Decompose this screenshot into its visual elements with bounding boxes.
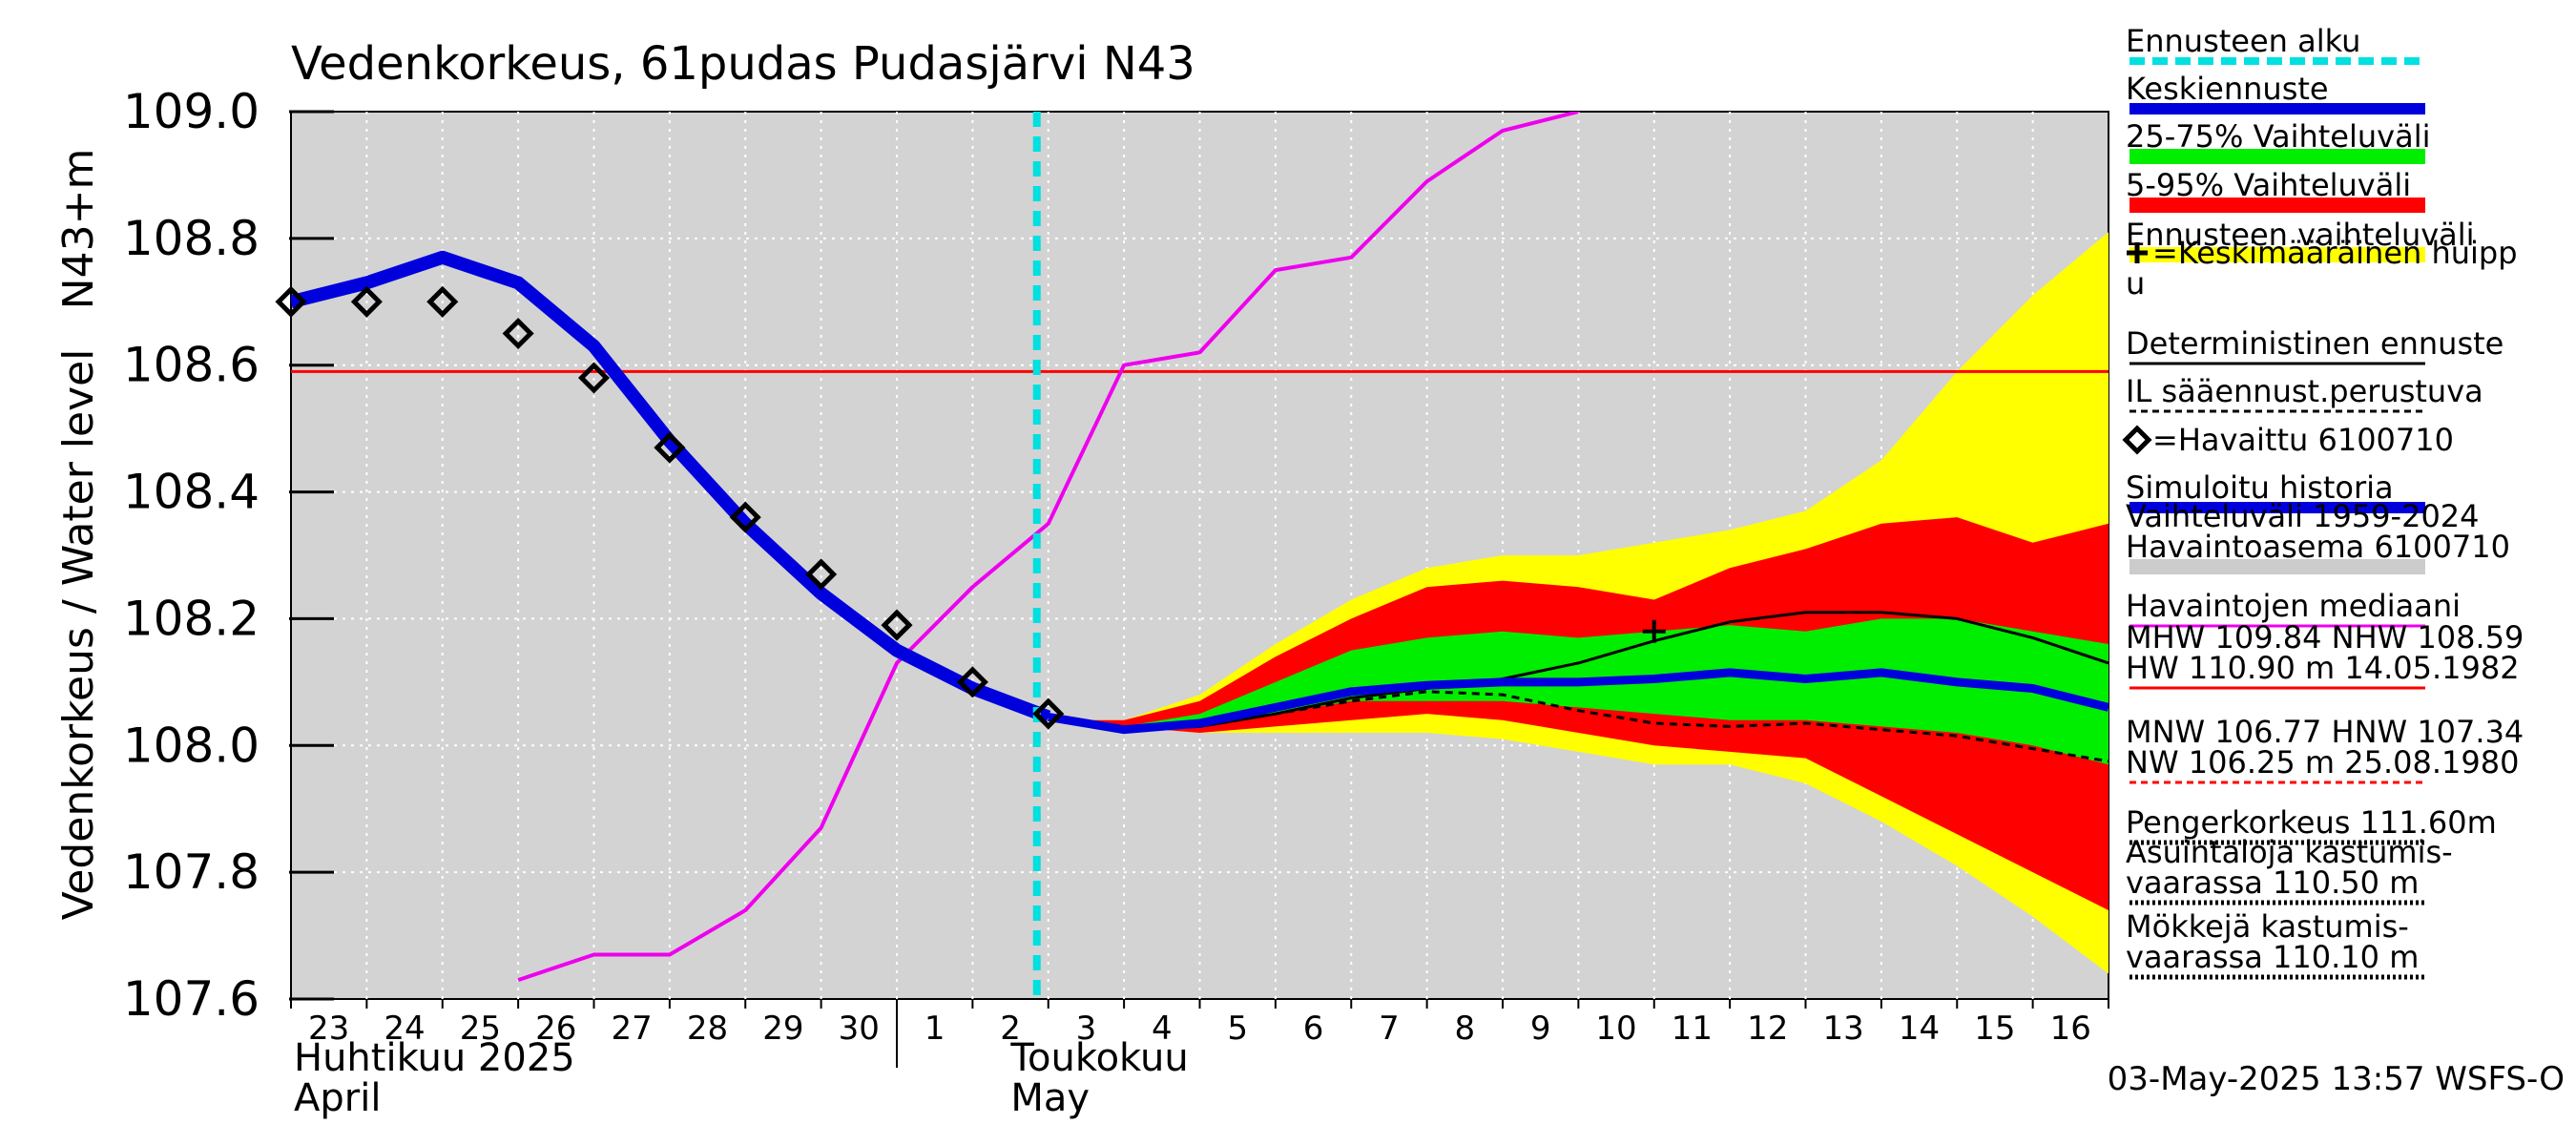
legend-diamond-icon xyxy=(2122,425,2152,455)
x-day-label: 7 xyxy=(1379,1010,1400,1048)
legend-label: Havaintoasema 6100710 xyxy=(2126,529,2510,565)
y-tick-label: 108.2 xyxy=(123,591,260,646)
x-day-label: 12 xyxy=(1747,1010,1788,1048)
x-day-label: 9 xyxy=(1530,1010,1551,1048)
forecast-bands xyxy=(1048,232,2109,974)
y-tick-label: 108.6 xyxy=(123,338,260,393)
y-tick-label: 107.6 xyxy=(123,971,260,1027)
x-day-label: 2 xyxy=(1000,1010,1021,1048)
legend-label: Mökkejä kastumis- xyxy=(2126,908,2409,945)
legend-swatch xyxy=(2129,149,2425,164)
x-day-label: 26 xyxy=(535,1010,576,1048)
legend-label: Keskiennuste xyxy=(2126,71,2329,107)
legend-cross-icon xyxy=(2127,242,2148,263)
legend-label: NW 106.25 m 25.08.1980 xyxy=(2126,744,2519,781)
legend: Ennusteen alku Keskiennuste 25-75% Vaihtel… xyxy=(2122,23,2524,980)
band-25-75 xyxy=(1048,618,2109,765)
x-day-label: 8 xyxy=(1454,1010,1475,1048)
mean-peak-marker xyxy=(1642,619,1666,643)
y-tick-label: 108.0 xyxy=(123,718,260,773)
legend-label: 25-75% Vaihteluväli xyxy=(2126,118,2430,155)
x-day-label: 5 xyxy=(1227,1010,1248,1048)
legend-label: Asuintaloja kastumis- xyxy=(2126,834,2453,870)
x-day-label: 4 xyxy=(1152,1010,1173,1048)
x-day-label: 14 xyxy=(1899,1010,1940,1048)
legend-label: Simuloitu historia xyxy=(2126,469,2394,506)
x-day-label: 25 xyxy=(460,1010,501,1048)
legend-swatch xyxy=(2129,247,2425,262)
legend-label: vaarassa 110.50 m xyxy=(2126,864,2419,901)
x-day-label: 10 xyxy=(1595,1010,1636,1048)
x-day-label: 11 xyxy=(1672,1010,1713,1048)
legend-label: Vaihteluväli 1959-2024 xyxy=(2126,498,2480,534)
observed-point xyxy=(805,558,838,591)
x-day-label: 16 xyxy=(2050,1010,2091,1048)
legend-swatch xyxy=(2129,559,2425,574)
x-day-label: 3 xyxy=(1076,1010,1097,1048)
y-tick-label: 108.4 xyxy=(123,465,260,520)
legend-label: MNW 106.77 HNW 107.34 xyxy=(2126,714,2524,750)
series-mean-forecast xyxy=(1048,668,2109,735)
y-tick-label: 108.8 xyxy=(123,211,260,266)
x-day-label: 24 xyxy=(384,1010,425,1048)
legend-label: MHW 109.84 NHW 108.59 xyxy=(2126,619,2524,656)
series-simulated-history xyxy=(291,250,1051,723)
y-axis: 107.6 107.8 108.0 108.2 108.4 108.6 108.8 109.0 xyxy=(123,84,334,1027)
observed-point xyxy=(881,609,913,641)
y-axis-unit: N43+m xyxy=(54,149,103,310)
observed-point xyxy=(502,317,534,350)
month-label-fi: Toukokuu xyxy=(1009,1036,1188,1080)
x-day-label: 23 xyxy=(308,1010,349,1048)
legend-label: Havaintojen mediaani xyxy=(2126,588,2461,624)
observed-markers xyxy=(275,285,1666,730)
x-day-label: 30 xyxy=(839,1010,880,1048)
legend-label: Ennusteen alku xyxy=(2126,23,2360,59)
x-day-label: 28 xyxy=(687,1010,728,1048)
y-axis-label: Vedenkorkeus / Water level xyxy=(54,349,103,921)
legend-label: HW 110.90 m 14.05.1982 xyxy=(2126,650,2520,686)
legend-label: u xyxy=(2126,265,2145,302)
observed-point xyxy=(654,431,686,464)
legend-label: Pengerkorkeus 111.60m xyxy=(2126,804,2497,841)
observed-point xyxy=(729,501,761,533)
series-lines xyxy=(291,112,2109,999)
observed-point xyxy=(577,362,611,394)
band-5-95 xyxy=(1048,517,2109,910)
legend-label: vaarassa 110.10 m xyxy=(2126,939,2419,975)
observed-point xyxy=(275,285,307,318)
y-tick-label: 109.0 xyxy=(123,84,260,139)
x-day-label: 1 xyxy=(924,1010,945,1048)
month-label-en: April xyxy=(294,1076,381,1120)
legend-swatch xyxy=(2129,198,2425,213)
x-day-label: 15 xyxy=(1974,1010,2015,1048)
month-label-fi: Huhtikuu 2025 xyxy=(294,1036,575,1080)
month-label-en: May xyxy=(1010,1076,1090,1120)
observed-point xyxy=(426,285,459,318)
series-median-observed xyxy=(517,112,1579,982)
chart-title: Vedenkorkeus, 61pudas Pudasjärvi N43 xyxy=(291,37,1195,91)
legend-label: Deterministinen ennuste xyxy=(2126,325,2503,362)
x-day-label: 29 xyxy=(762,1010,803,1048)
x-axis: 23 24 25 26 27 28 29 30 1 2 3 4 5 6 7 8 9 10 11 12 13 14 15 16H… xyxy=(290,999,2109,1120)
observed-point xyxy=(956,666,988,698)
x-day-label: 6 xyxy=(1303,1010,1324,1048)
legend-label: =Havaittu 6100710 xyxy=(2152,422,2454,458)
y-tick-label: 107.8 xyxy=(123,844,260,900)
legend-label: =Keskimääräinen huipp xyxy=(2152,235,2518,271)
legend-label: IL sääennust.perustuva xyxy=(2126,373,2483,409)
x-day-label: 13 xyxy=(1823,1010,1864,1048)
legend-label: Ennusteen vaihteluväli xyxy=(2126,217,2475,253)
observed-point xyxy=(350,285,383,318)
footer-timestamp: 03-May-2025 13:57 WSFS-O xyxy=(2108,1060,2565,1098)
legend-label: 5-95% Vaihteluväli xyxy=(2126,167,2411,203)
x-day-label: 27 xyxy=(612,1010,653,1048)
observed-point xyxy=(1032,697,1065,730)
